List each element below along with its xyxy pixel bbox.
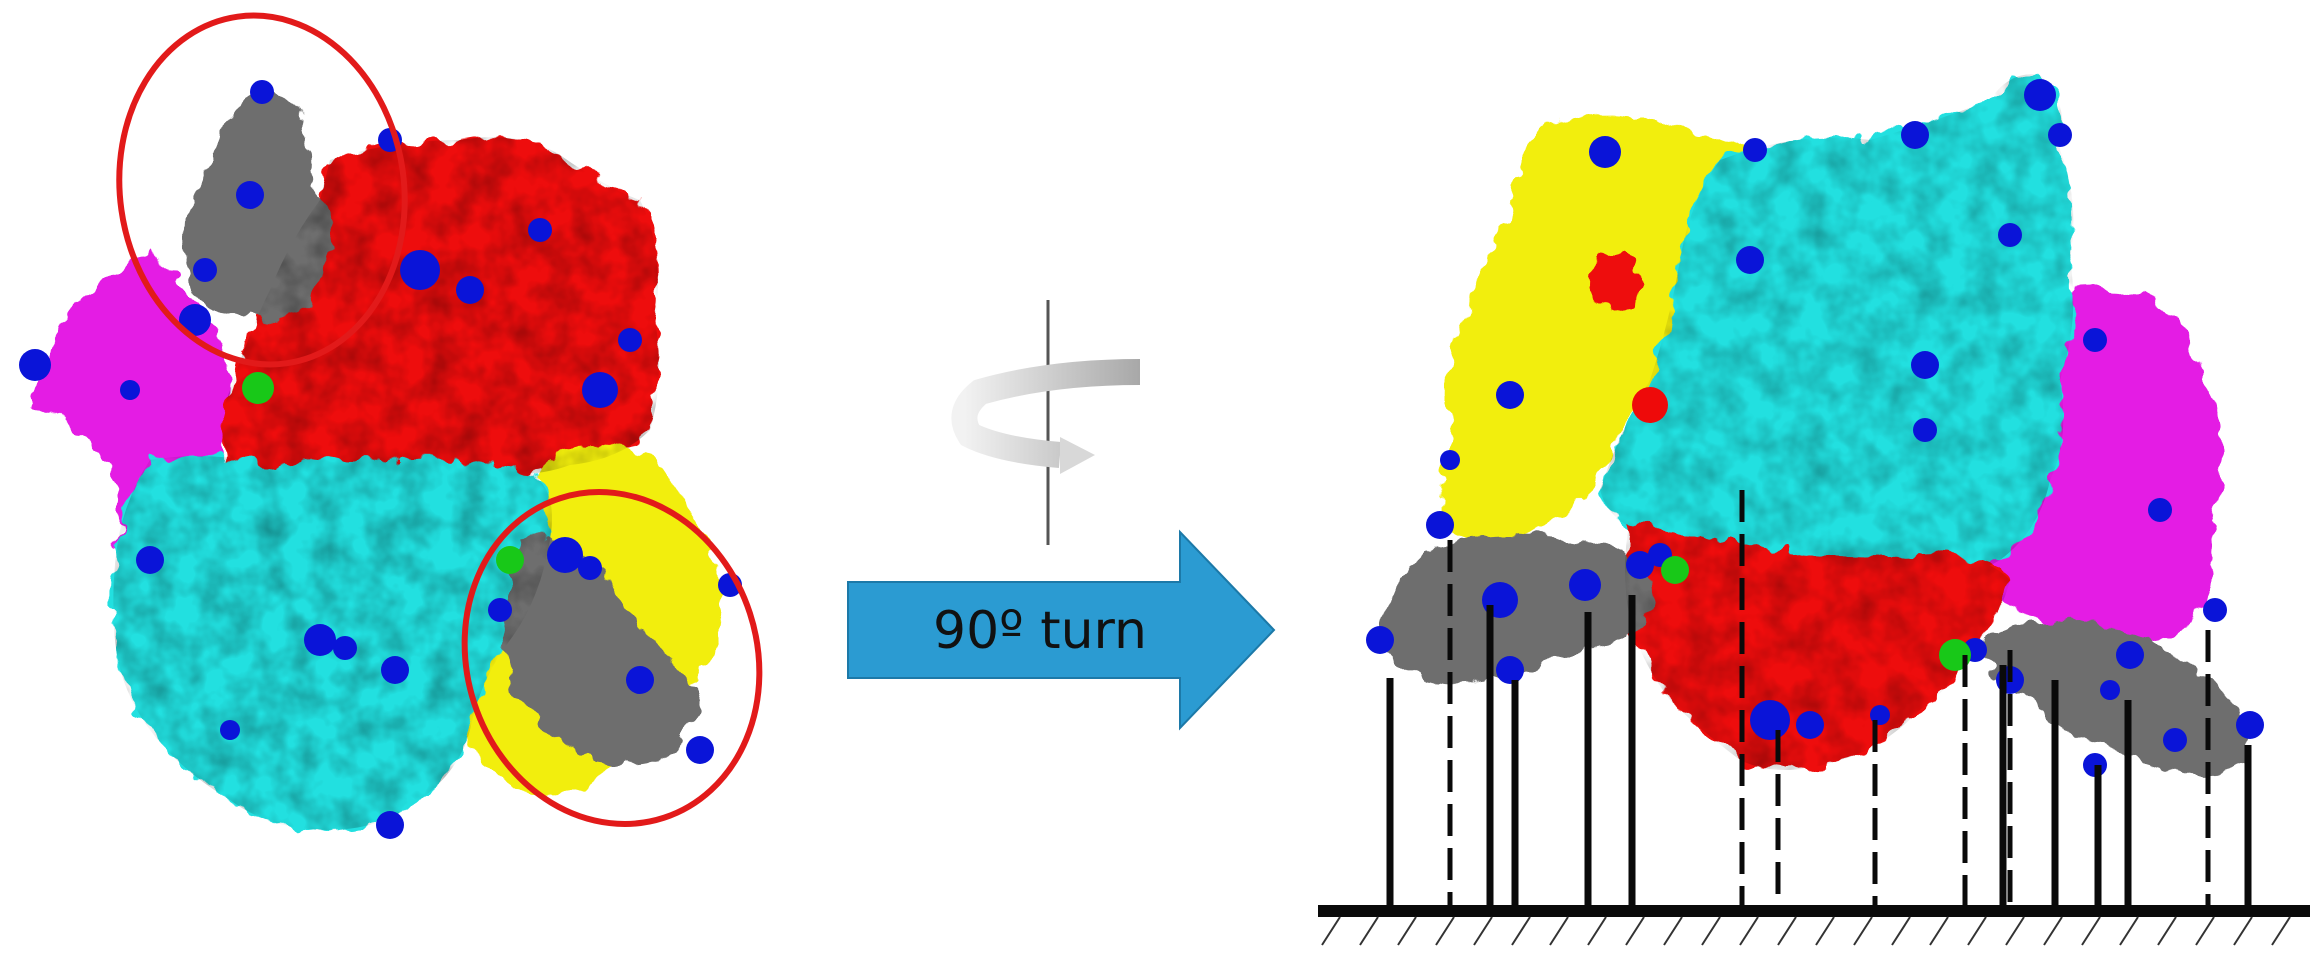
highlight-circle-bottom xyxy=(461,489,763,827)
gray-domain-bottom xyxy=(503,537,700,765)
green-residues-left xyxy=(242,372,524,574)
highlight-circle-top xyxy=(116,12,408,368)
rotation-axis-icon xyxy=(951,300,1141,545)
surface-supports-dashed xyxy=(1447,490,2211,908)
ground-surface xyxy=(1318,905,2310,946)
protein-side-view xyxy=(1366,74,2264,777)
surface-supports xyxy=(1386,595,2252,908)
arrow-label: 90º turn xyxy=(933,601,1147,661)
protein-front-view xyxy=(19,12,763,839)
right-arrow-icon xyxy=(847,529,1276,731)
